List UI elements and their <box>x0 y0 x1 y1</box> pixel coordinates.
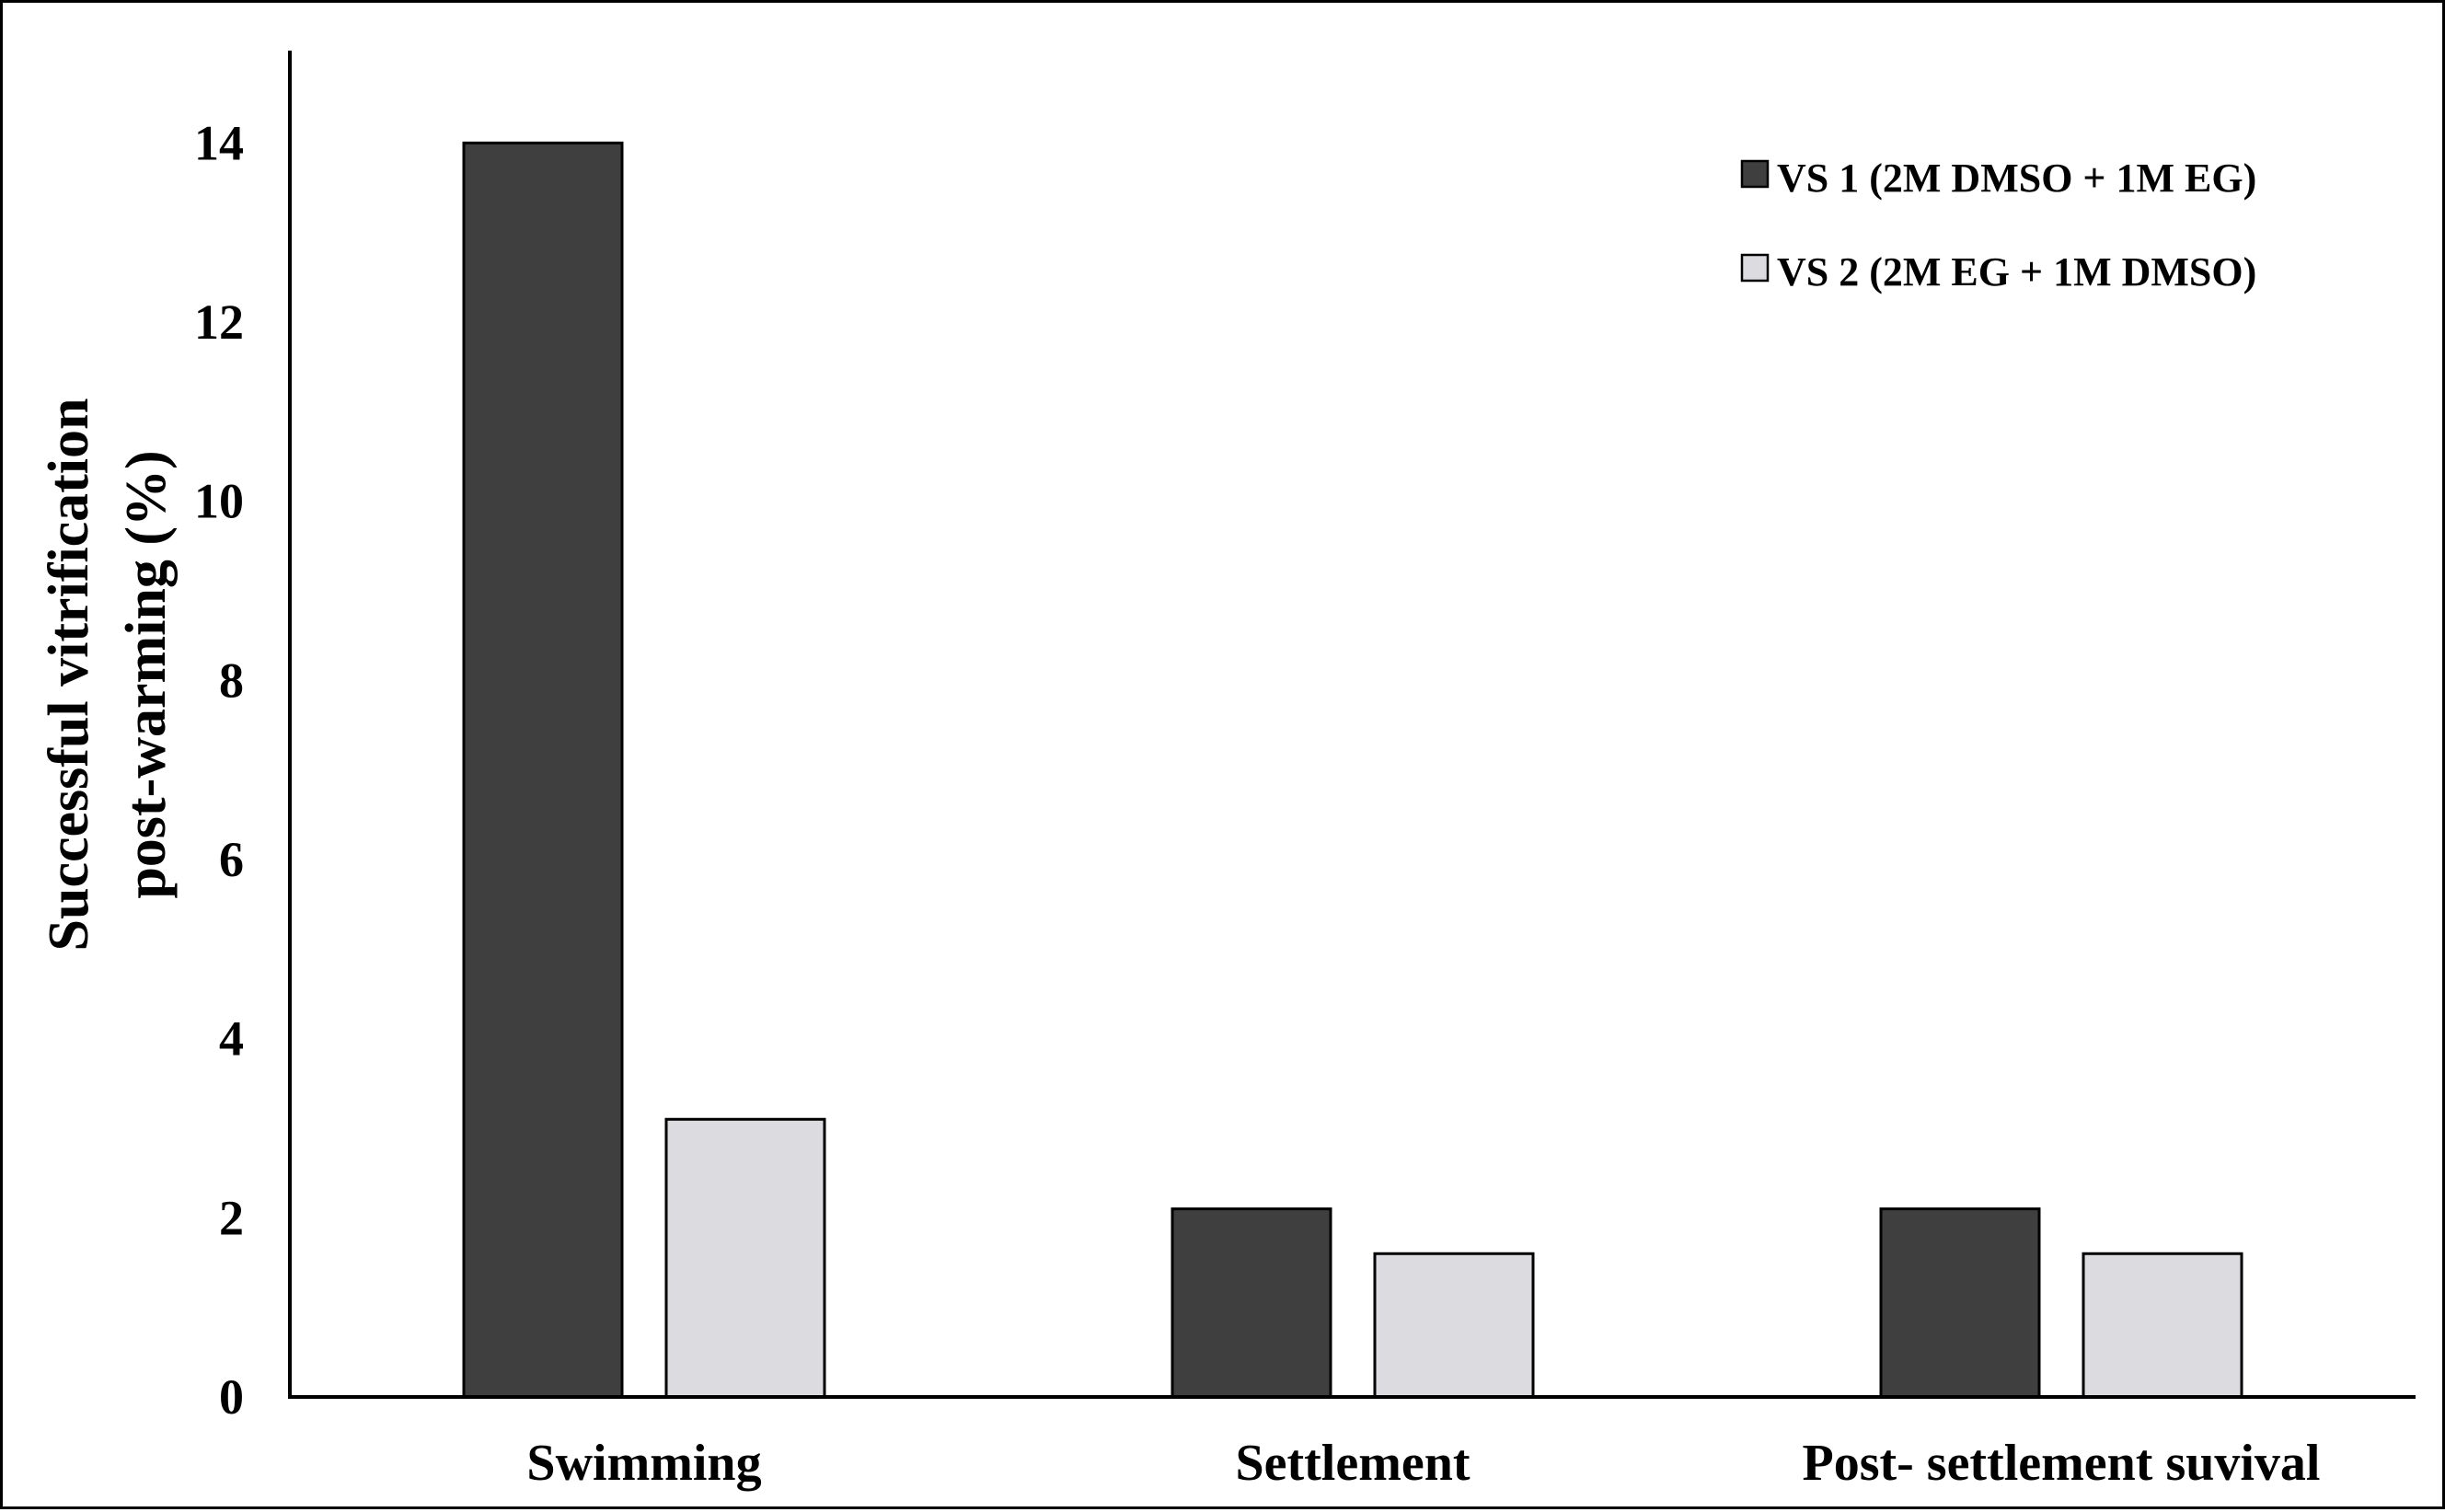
legend: VS 1 (2M DMSO + 1M EG) VS 2 (2M EG + 1M D… <box>1740 156 2256 294</box>
y-axis-title-line-2: post-warming (%) <box>115 450 178 898</box>
bar-2-post-settlement-suvival <box>2082 1252 2243 1399</box>
y-tick-label: 12 <box>194 294 244 350</box>
bar-chart: Successful vitrification post-warming (%… <box>38 51 2416 1492</box>
legend-label: VS 2 (2M EG + 1M DMSO) <box>1777 249 2256 294</box>
y-axis-ticks: 0 2 4 6 8 10 12 14 <box>194 115 244 1425</box>
legend-label: VS 1 (2M DMSO + 1M EG) <box>1777 156 2256 201</box>
y-tick-label: 14 <box>194 115 244 170</box>
legend-swatch <box>1740 159 1770 189</box>
y-tick-label: 6 <box>219 832 244 887</box>
y-tick-label: 0 <box>219 1369 244 1425</box>
y-tick-label: 2 <box>219 1190 244 1245</box>
y-axis-title-line-1: Successful vitrification <box>38 398 100 952</box>
y-tick-label: 4 <box>219 1011 244 1067</box>
y-tick-label: 10 <box>194 474 244 529</box>
y-tick-label: 8 <box>219 652 244 708</box>
x-category-label: Settlement <box>1235 1435 1470 1492</box>
bar-2-settlement <box>1373 1252 1535 1399</box>
y-axis-title: Successful vitrification post-warming (%… <box>38 398 178 952</box>
x-category-label: Swimming <box>526 1435 761 1492</box>
bar-1-post-settlement-suvival <box>1879 1207 2041 1399</box>
bar-2-swimming <box>664 1117 826 1399</box>
axes <box>288 51 2416 1399</box>
bars <box>462 141 2243 1399</box>
x-category-label: Post- settlement suvival <box>1802 1435 2320 1492</box>
bar-1-settlement <box>1171 1207 1332 1399</box>
legend-swatch <box>1740 253 1770 283</box>
x-axis-labels: Swimming Settlement Post- settlement suviv… <box>526 1435 2320 1492</box>
bar-1-swimming <box>462 141 624 1399</box>
